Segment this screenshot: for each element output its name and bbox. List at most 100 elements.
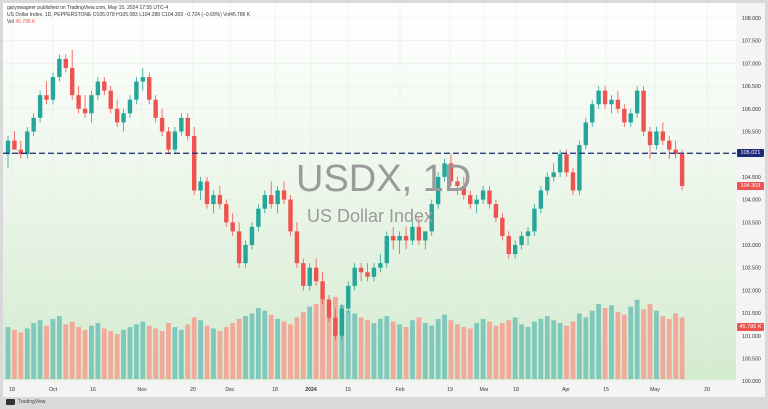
volume-bars [5, 297, 685, 379]
candle [346, 281, 351, 314]
volume-bar [114, 333, 120, 379]
candle [538, 185, 544, 214]
candle-body [185, 117, 190, 137]
candle-body [108, 90, 113, 109]
candle-body [410, 226, 415, 241]
time-tick-label: May [650, 387, 660, 393]
volume-bar [12, 329, 17, 379]
price-tick-label: 103.000 [742, 243, 761, 249]
candle-body [596, 90, 601, 105]
candle [82, 95, 88, 118]
candle-body [448, 163, 454, 182]
candle-body [166, 131, 171, 150]
volume-bar [358, 317, 364, 379]
volume-bar [191, 317, 197, 379]
time-tick-label: 19 [447, 387, 453, 393]
price-tick-label: 104.000 [742, 198, 761, 204]
time-tick-label: 15 [345, 387, 351, 393]
time-tick-label: Oct [49, 387, 58, 393]
candle-body [391, 235, 396, 241]
candle [378, 254, 383, 273]
candle-body [493, 204, 499, 218]
candle [166, 126, 171, 155]
candle-body [512, 245, 518, 255]
volume-bar [249, 313, 255, 379]
candle [294, 222, 300, 268]
volume-bar [345, 310, 351, 379]
candle-body [384, 235, 389, 264]
time-axis[interactable] [3, 380, 736, 397]
candle-body [371, 267, 377, 277]
candle-body [590, 104, 595, 123]
candle [660, 122, 666, 146]
volume-bar [204, 325, 210, 379]
volume-bar [576, 313, 582, 379]
volume-bar [121, 329, 126, 379]
candle [127, 95, 133, 118]
candle [506, 231, 511, 259]
candle [397, 231, 402, 255]
candle-body [423, 231, 428, 241]
tradingview-logo[interactable]: TradingView [6, 399, 46, 405]
candle-body [474, 199, 479, 205]
candle [256, 204, 261, 232]
volume-bar [268, 314, 274, 379]
candle [134, 77, 139, 105]
candle-body [211, 195, 216, 205]
candle [301, 258, 306, 291]
candle-body [204, 181, 210, 205]
candle-body [519, 235, 524, 245]
candle [198, 176, 203, 200]
candle-body [416, 226, 422, 241]
candle [339, 304, 345, 341]
volume-bar [37, 320, 43, 379]
volume-bar [455, 324, 460, 379]
candle [191, 126, 197, 196]
candle-body [50, 77, 56, 100]
volume-bar [410, 320, 415, 379]
volume-bar [101, 328, 107, 379]
volume-bar [628, 306, 634, 379]
candle-body [159, 117, 165, 132]
candle [577, 140, 582, 196]
candle [615, 90, 621, 114]
volume-bar [255, 307, 261, 379]
volume-bar [538, 318, 544, 379]
candle-body [76, 95, 81, 109]
volume-bar [5, 327, 11, 379]
price-axis[interactable] [736, 3, 765, 380]
volume-bar [275, 318, 281, 379]
candle-body [500, 217, 505, 236]
volume-bar [198, 320, 203, 379]
last-price-tag: 104.303 [737, 181, 764, 190]
volume-bar [429, 325, 435, 379]
candle-body [673, 149, 678, 155]
tradingview-brand-text: TradingView [18, 399, 46, 405]
candle-body [487, 190, 492, 205]
candle-body [236, 231, 242, 264]
candle [76, 86, 81, 114]
volume-bar [166, 322, 171, 379]
candle-body [557, 154, 563, 173]
candle-body [634, 90, 640, 114]
candle [57, 54, 62, 82]
candle [667, 136, 672, 159]
candle-body [307, 267, 312, 286]
candle [442, 158, 447, 182]
candle-body [275, 190, 280, 205]
candle [525, 226, 531, 245]
volume-bar [313, 303, 319, 379]
candle-body [134, 81, 139, 100]
candle-body [397, 235, 402, 241]
candle-body [18, 149, 24, 155]
volume-legend-value: 45.786 K [15, 19, 36, 25]
volume-bar [185, 324, 191, 379]
candle [269, 181, 274, 209]
volume-bar [512, 317, 518, 379]
volume-bar [641, 309, 646, 379]
candle-body [551, 172, 556, 177]
volume-bar [467, 328, 473, 379]
candle [673, 140, 678, 159]
candle-body [281, 190, 287, 200]
